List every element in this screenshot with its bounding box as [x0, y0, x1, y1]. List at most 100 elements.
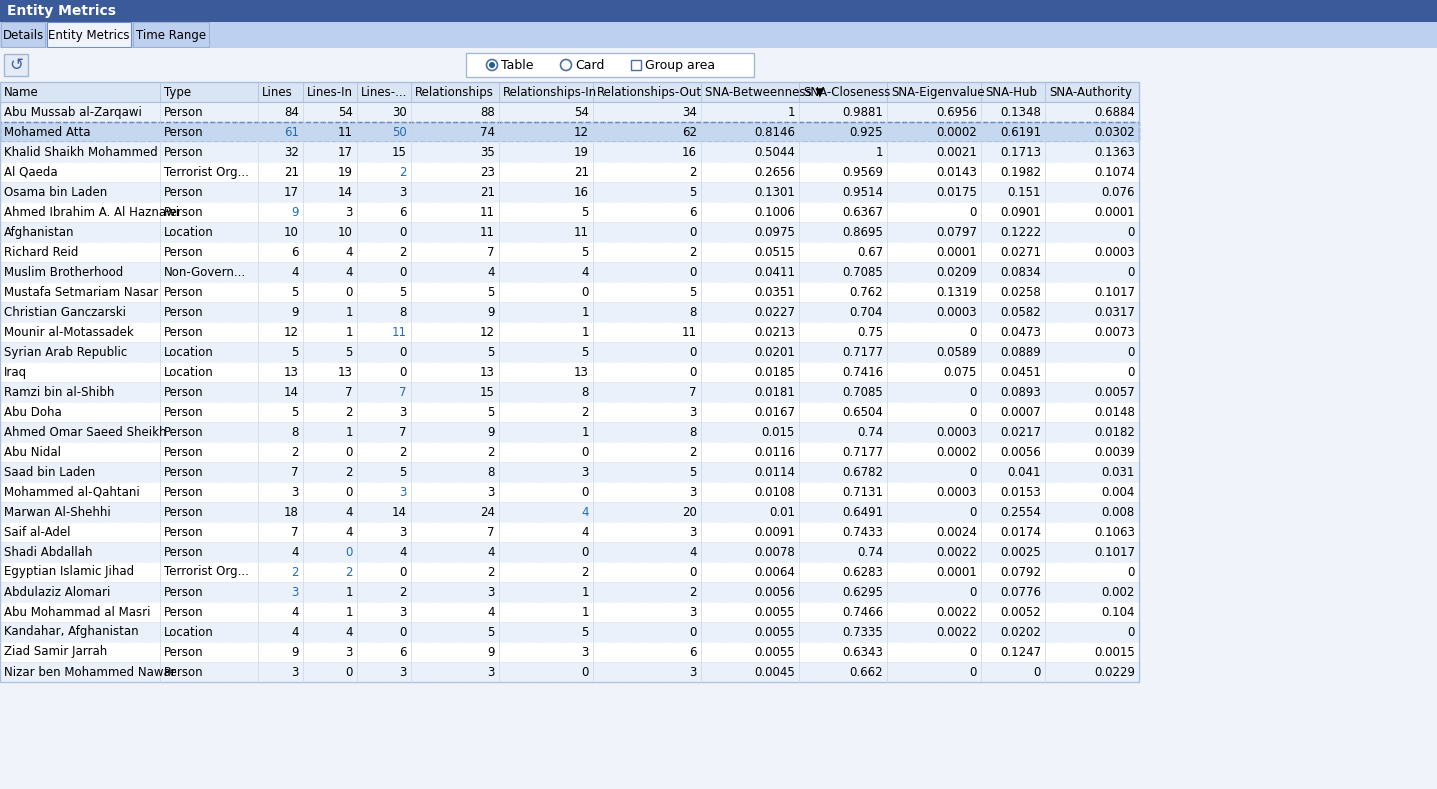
Text: 0.0003: 0.0003 — [937, 425, 977, 439]
Text: 54: 54 — [338, 106, 354, 118]
Text: Details: Details — [3, 28, 43, 42]
Text: Relationships: Relationships — [415, 85, 494, 99]
Text: 16: 16 — [683, 145, 697, 159]
Text: Terrorist Org...: Terrorist Org... — [164, 566, 249, 578]
Text: 0: 0 — [399, 365, 407, 379]
Text: Person: Person — [164, 286, 204, 298]
Text: 7: 7 — [487, 245, 494, 259]
Text: Ahmed Ibrahim A. Al Haznawi: Ahmed Ibrahim A. Al Haznawi — [4, 205, 180, 219]
Bar — [0, 122, 1140, 142]
Text: 4: 4 — [487, 545, 494, 559]
Text: 0.0007: 0.0007 — [1000, 406, 1040, 418]
Text: 1: 1 — [787, 106, 795, 118]
Bar — [0, 482, 1140, 502]
Text: 4: 4 — [487, 605, 494, 619]
Text: 0.0227: 0.0227 — [754, 305, 795, 319]
Text: 2: 2 — [690, 245, 697, 259]
Text: SNA-Hub: SNA-Hub — [984, 85, 1038, 99]
Text: SNA-Eigenvalue: SNA-Eigenvalue — [891, 85, 984, 99]
Text: 1: 1 — [582, 425, 589, 439]
Text: 7: 7 — [487, 525, 494, 539]
Text: Location: Location — [164, 365, 214, 379]
Text: 4: 4 — [487, 266, 494, 279]
Text: 11: 11 — [392, 326, 407, 338]
Text: 34: 34 — [683, 106, 697, 118]
Text: 0.7177: 0.7177 — [842, 346, 882, 358]
Text: 7: 7 — [292, 525, 299, 539]
Text: 0.0589: 0.0589 — [937, 346, 977, 358]
Text: 4: 4 — [345, 525, 354, 539]
Text: Ramzi bin al-Shibh: Ramzi bin al-Shibh — [4, 386, 115, 398]
Text: 8: 8 — [487, 466, 494, 478]
Text: 4: 4 — [292, 266, 299, 279]
Text: 0.0889: 0.0889 — [1000, 346, 1040, 358]
Text: Person: Person — [164, 665, 204, 679]
Bar — [0, 362, 1140, 382]
Text: 0.076: 0.076 — [1102, 185, 1135, 199]
Bar — [0, 82, 1140, 102]
Text: 9: 9 — [487, 305, 494, 319]
Text: Person: Person — [164, 245, 204, 259]
Circle shape — [487, 59, 497, 70]
Text: 0.6367: 0.6367 — [842, 205, 882, 219]
Text: 2: 2 — [292, 446, 299, 458]
Text: 0: 0 — [582, 446, 589, 458]
Text: 0.1006: 0.1006 — [754, 205, 795, 219]
Text: 0: 0 — [970, 466, 977, 478]
Text: 4: 4 — [345, 245, 354, 259]
Text: 0.0002: 0.0002 — [937, 125, 977, 139]
Text: SNA-Betweenness ▼: SNA-Betweenness ▼ — [706, 85, 825, 99]
Text: 61: 61 — [285, 125, 299, 139]
Text: 0: 0 — [582, 485, 589, 499]
Text: Christian Ganczarski: Christian Ganczarski — [4, 305, 126, 319]
Text: Time Range: Time Range — [137, 28, 205, 42]
Text: Person: Person — [164, 185, 204, 199]
Text: Abu Nidal: Abu Nidal — [4, 446, 60, 458]
Text: 0.9881: 0.9881 — [842, 106, 882, 118]
Text: 0.0039: 0.0039 — [1094, 446, 1135, 458]
Text: 84: 84 — [285, 106, 299, 118]
Text: 0.2554: 0.2554 — [1000, 506, 1040, 518]
Text: 7: 7 — [399, 425, 407, 439]
Text: Person: Person — [164, 645, 204, 659]
Text: 5: 5 — [487, 406, 494, 418]
Text: Saad bin Laden: Saad bin Laden — [4, 466, 95, 478]
Text: 8: 8 — [292, 425, 299, 439]
Text: Al Qaeda: Al Qaeda — [4, 166, 57, 178]
Text: 3: 3 — [690, 605, 697, 619]
Text: 0.7335: 0.7335 — [842, 626, 882, 638]
Text: 8: 8 — [690, 305, 697, 319]
Text: 0.0181: 0.0181 — [754, 386, 795, 398]
Text: 0.0114: 0.0114 — [754, 466, 795, 478]
Text: SNA-Closeness: SNA-Closeness — [803, 85, 891, 99]
Text: 5: 5 — [690, 466, 697, 478]
Text: 18: 18 — [285, 506, 299, 518]
Text: 3: 3 — [346, 205, 354, 219]
Text: 16: 16 — [573, 185, 589, 199]
Text: 0.762: 0.762 — [849, 286, 882, 298]
Text: 0.6782: 0.6782 — [842, 466, 882, 478]
Text: 0.0175: 0.0175 — [935, 185, 977, 199]
Text: 0.0022: 0.0022 — [935, 626, 977, 638]
Text: Person: Person — [164, 605, 204, 619]
Text: 4: 4 — [582, 506, 589, 518]
Text: 0.1222: 0.1222 — [1000, 226, 1040, 238]
Text: 0.015: 0.015 — [762, 425, 795, 439]
Text: 2: 2 — [399, 585, 407, 599]
Text: 0.6295: 0.6295 — [842, 585, 882, 599]
Text: ↺: ↺ — [9, 56, 23, 74]
Text: 3: 3 — [399, 485, 407, 499]
Text: 7: 7 — [292, 466, 299, 478]
Text: 0.0473: 0.0473 — [1000, 326, 1040, 338]
Text: 0.0182: 0.0182 — [1094, 425, 1135, 439]
Text: 0.0055: 0.0055 — [754, 626, 795, 638]
Text: 2: 2 — [345, 406, 354, 418]
Text: 0.0116: 0.0116 — [754, 446, 795, 458]
Text: 0.0209: 0.0209 — [935, 266, 977, 279]
Text: 0.6884: 0.6884 — [1094, 106, 1135, 118]
Text: 0.925: 0.925 — [849, 125, 882, 139]
Text: 0.74: 0.74 — [856, 425, 882, 439]
Text: 9: 9 — [487, 645, 494, 659]
Text: 7: 7 — [690, 386, 697, 398]
Text: 0.0167: 0.0167 — [754, 406, 795, 418]
